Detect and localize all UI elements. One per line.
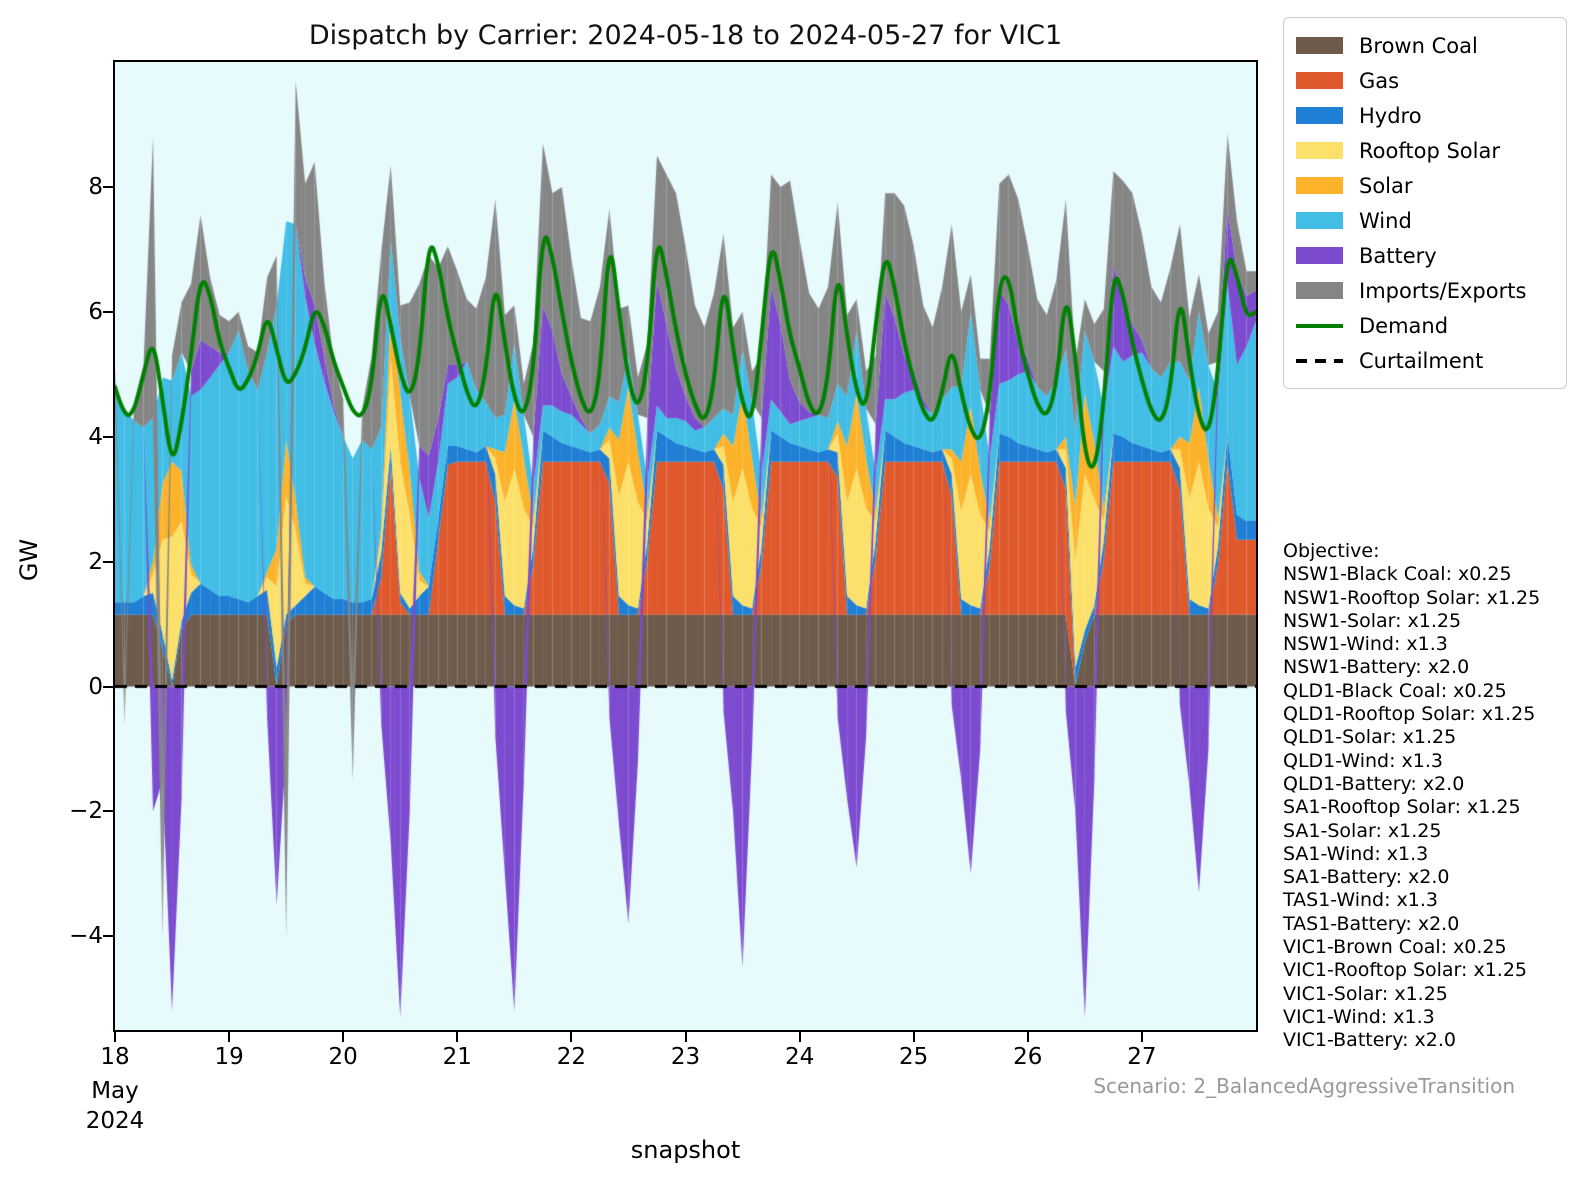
y-tick-mark: [103, 435, 113, 438]
legend-item: Curtailment: [1296, 343, 1554, 378]
legend-label: Brown Coal: [1359, 33, 1478, 58]
x-sub-label-line: May: [91, 1078, 139, 1104]
objective-line: VIC1-Solar: x1.25: [1283, 982, 1448, 1005]
objective-line: QLD1-Rooftop Solar: x1.25: [1283, 703, 1536, 726]
y-tick-mark: [103, 185, 113, 188]
objective-line: VIC1-Rooftop Solar: x1.25: [1283, 959, 1528, 982]
y-tick-label: −4: [69, 923, 103, 950]
scenario-note: Scenario: 2_BalancedAggressiveTransition: [1093, 1074, 1515, 1098]
legend-label: Imports/Exports: [1359, 278, 1527, 303]
legend-label: Curtailment: [1359, 348, 1484, 373]
objective-line: NSW1-Solar: x1.25: [1283, 609, 1462, 632]
objective-annotation: Objective: NSW1-Black Coal: x0.25 NSW1-Roo…: [1283, 540, 1540, 1053]
x-tick-label: 18: [100, 1044, 130, 1070]
legend-item: Hydro: [1296, 98, 1554, 133]
x-tick-label: 26: [1013, 1044, 1043, 1070]
x-tick-mark: [114, 1032, 116, 1042]
x-tick-label: 25: [899, 1044, 929, 1070]
objective-line: NSW1-Wind: x1.3: [1283, 633, 1448, 656]
legend-item: Demand: [1296, 308, 1554, 343]
legend-label: Battery: [1359, 243, 1437, 268]
x-tick-label: 21: [442, 1044, 472, 1070]
y-tick-label: 4: [88, 423, 103, 450]
wind-swatch-icon: [1296, 212, 1343, 229]
y-tick-mark: [103, 685, 113, 688]
objective-line: QLD1-Wind: x1.3: [1283, 749, 1443, 772]
objective-line: VIC1-Wind: x1.3: [1283, 1005, 1435, 1028]
x-tick-label: 20: [328, 1044, 358, 1070]
legend-item: Solar: [1296, 168, 1554, 203]
y-tick-mark: [103, 310, 113, 313]
legend-label: Rooftop Solar: [1359, 138, 1500, 163]
x-tick-mark: [684, 1032, 687, 1042]
objective-line: NSW1-Black Coal: x0.25: [1283, 563, 1512, 586]
solar-swatch-icon: [1296, 177, 1343, 194]
y-tick-label: 0: [88, 673, 103, 700]
hydro-swatch-icon: [1296, 107, 1343, 124]
x-tick-label: 23: [670, 1044, 701, 1070]
objective-line: SA1-Rooftop Solar: x1.25: [1283, 796, 1521, 819]
objective-line: NSW1-Battery: x2.0: [1283, 656, 1470, 679]
legend-label: Demand: [1359, 313, 1449, 338]
objective-line: VIC1-Brown Coal: x0.25: [1283, 936, 1507, 959]
x-tick-label: 19: [214, 1044, 244, 1070]
legend-label: Wind: [1359, 208, 1412, 233]
y-tick-label: 2: [88, 548, 103, 575]
chart-title: Dispatch by Carrier: 2024-05-18 to 2024-…: [308, 20, 1063, 51]
legend-item: Battery: [1296, 238, 1554, 273]
objective-line: SA1-Battery: x2.0: [1283, 866, 1450, 889]
objective-line: NSW1-Rooftop Solar: x1.25: [1283, 586, 1541, 609]
x-tick-mark: [342, 1032, 345, 1042]
y-tick-label: 6: [88, 298, 103, 325]
legend: Brown Coal Gas Hydro Rooftop Solar Solar Wind…: [1283, 17, 1567, 389]
legend-label: Gas: [1359, 68, 1400, 93]
legend-item: Wind: [1296, 203, 1554, 238]
x-tick-mark: [570, 1032, 573, 1042]
x-tick-mark: [456, 1032, 459, 1042]
objective-line: SA1-Wind: x1.3: [1283, 842, 1429, 865]
plot-area: [113, 60, 1258, 1032]
objective-line: SA1-Solar: x1.25: [1283, 819, 1442, 842]
demand-swatch-icon: [1296, 323, 1343, 328]
y-tick-label: −2: [69, 798, 103, 825]
x-sub-label-line: 2024: [85, 1108, 145, 1134]
legend-item: Brown Coal: [1296, 28, 1554, 63]
legend-label: Solar: [1359, 173, 1413, 198]
objective-line: QLD1-Solar: x1.25: [1283, 726, 1457, 749]
dispatch-chart-canvas: [115, 62, 1256, 1030]
legend-label: Hydro: [1359, 103, 1422, 128]
y-axis-label: GW: [15, 538, 44, 582]
legend-item: Imports/Exports: [1296, 273, 1554, 308]
x-tick-mark: [912, 1032, 915, 1042]
y-tick-mark: [103, 935, 113, 938]
y-tick-mark: [103, 810, 113, 813]
x-tick-mark: [1026, 1032, 1029, 1042]
objective-line: Objective:: [1283, 540, 1380, 562]
x-axis-label: snapshot: [630, 1136, 741, 1164]
x-tick-mark: [798, 1032, 801, 1042]
objective-line: QLD1-Battery: x2.0: [1283, 772, 1465, 795]
objective-line: QLD1-Black Coal: x0.25: [1283, 679, 1507, 702]
objective-line: TAS1-Wind: x1.3: [1283, 889, 1439, 912]
legend-item: Rooftop Solar: [1296, 133, 1554, 168]
x-tick-label: 24: [784, 1044, 815, 1070]
brown-coal-swatch-icon: [1296, 37, 1343, 54]
battery-swatch-icon: [1296, 247, 1343, 264]
x-tick-mark: [228, 1032, 231, 1042]
imports-exports-swatch-icon: [1296, 282, 1343, 299]
rooftop-solar-swatch-icon: [1296, 142, 1343, 159]
curtailment-swatch-icon: [1296, 358, 1343, 363]
legend-item: Gas: [1296, 63, 1554, 98]
objective-line: TAS1-Battery: x2.0: [1283, 912, 1460, 935]
y-tick-label: 8: [88, 173, 103, 200]
gas-swatch-icon: [1296, 72, 1343, 89]
y-tick-mark: [103, 560, 113, 563]
x-tick-label: 27: [1127, 1044, 1157, 1070]
x-axis-month-year-label: May 2024: [86, 1076, 145, 1136]
objective-line: VIC1-Battery: x2.0: [1283, 1029, 1456, 1052]
x-tick-mark: [1140, 1032, 1143, 1042]
x-tick-label: 22: [556, 1044, 587, 1070]
